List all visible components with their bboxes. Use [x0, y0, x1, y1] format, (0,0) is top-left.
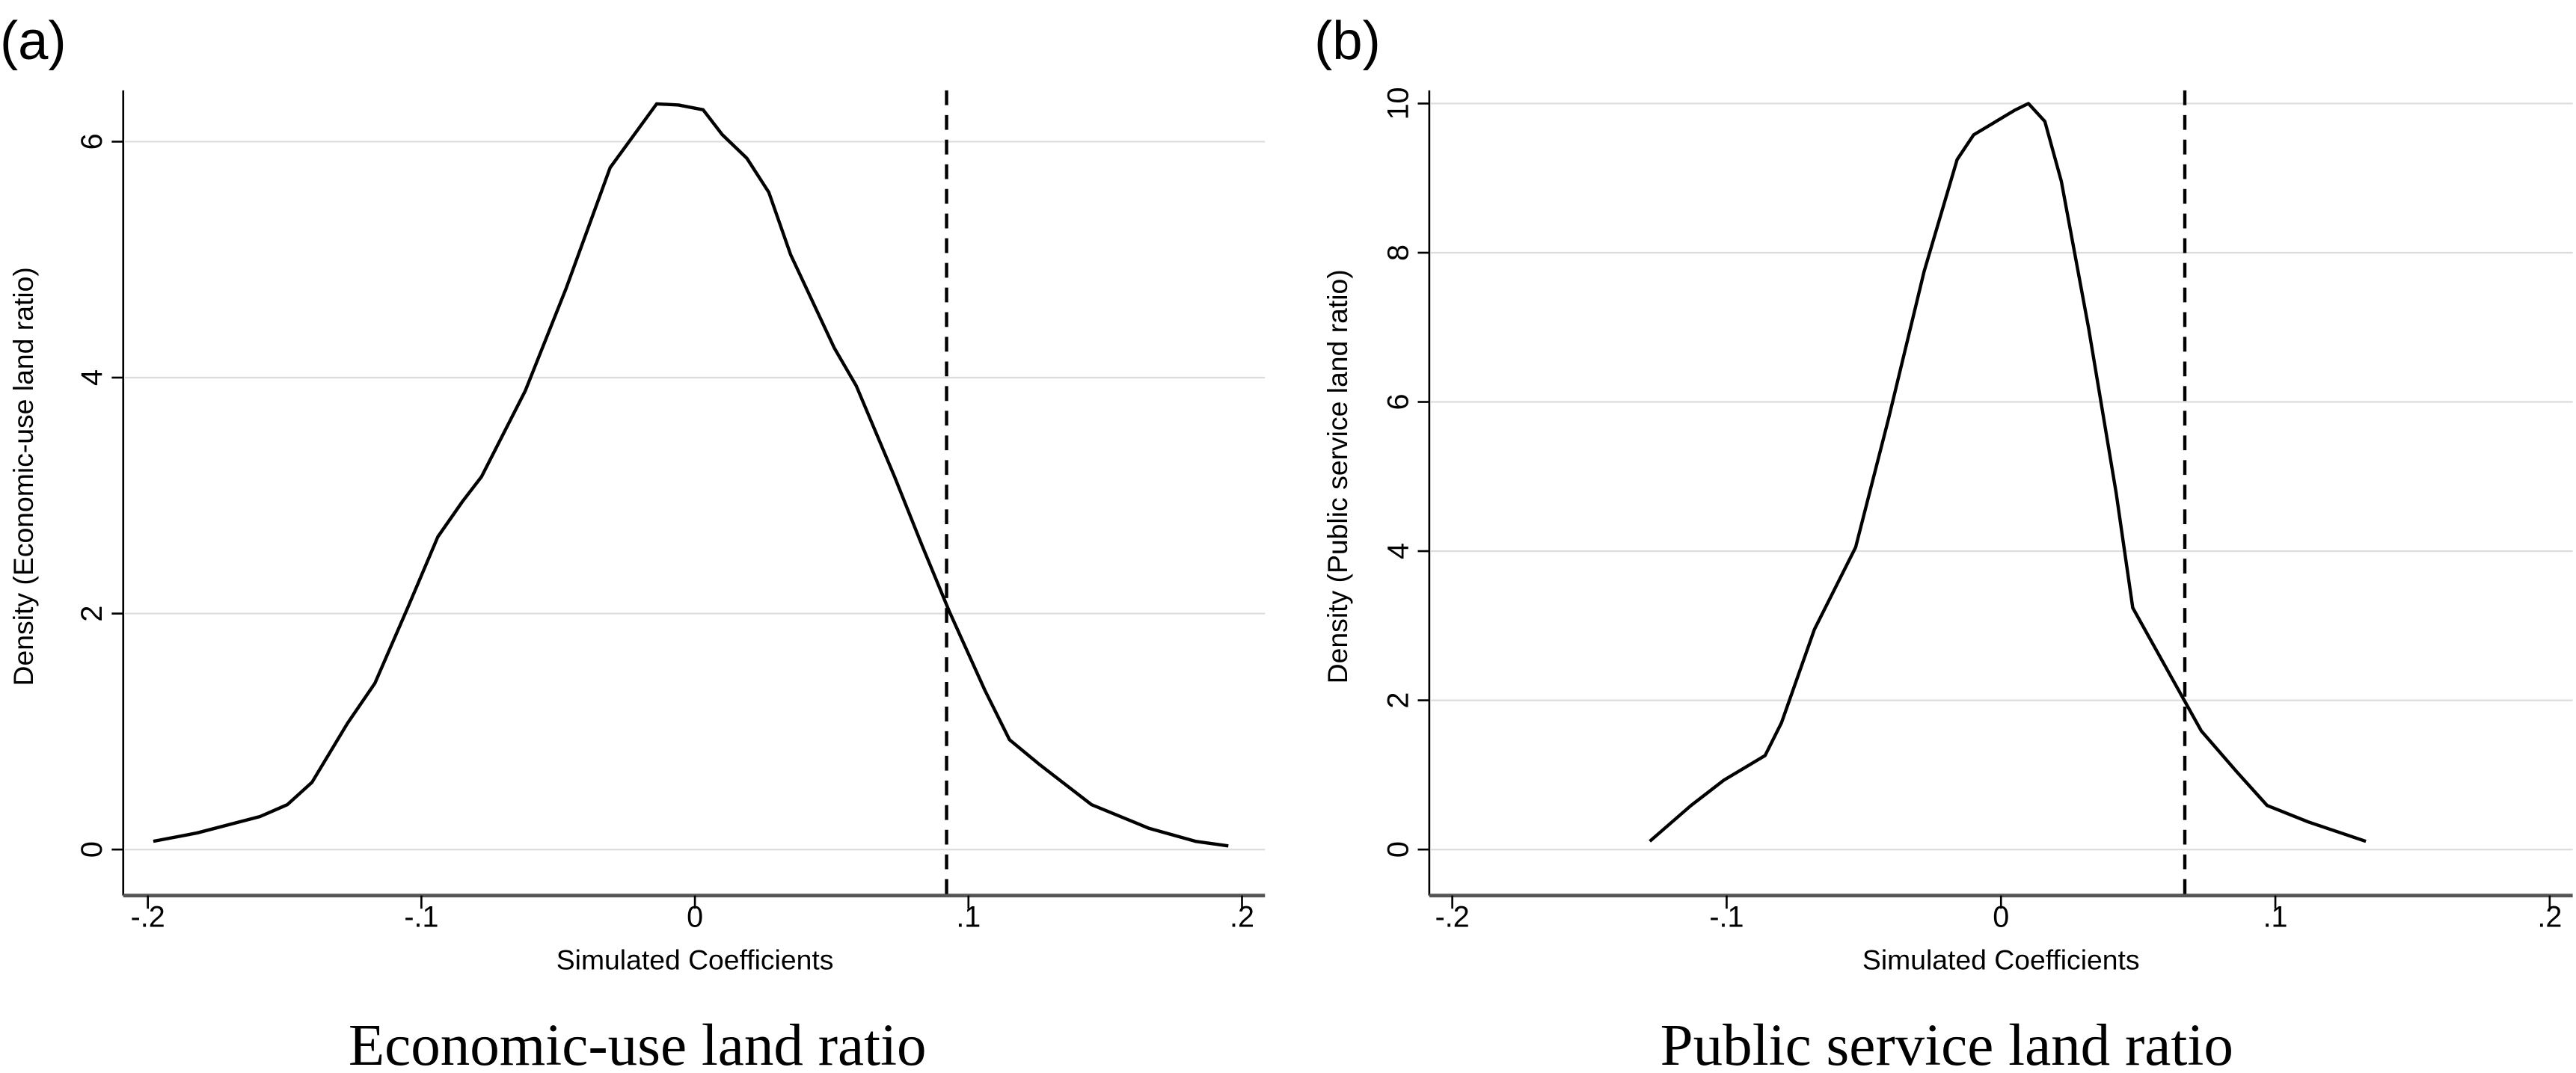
x-tick-label: -.1 [1709, 900, 1744, 933]
x-tick-label: .1 [956, 900, 981, 933]
panel-a-gridlines [124, 141, 1266, 851]
panel-b-label: (b) [1314, 10, 1381, 71]
x-tick-label: .1 [2263, 900, 2288, 933]
x-tick-label: 0 [687, 900, 703, 933]
panel-b-y-ticks: 0 2 4 6 8 10 [1381, 87, 1429, 858]
x-tick-label: .2 [2537, 900, 2562, 933]
panel-a-x-axis-title: Simulated Coefficients [556, 944, 834, 976]
panel-b-y-axis-title: Density (Public service land ratio) [1322, 269, 1353, 683]
y-tick-label: 0 [76, 841, 108, 858]
y-tick-label: 4 [1381, 543, 1414, 559]
panel-a: (a) 0 2 4 6 -.2 -.1 0 .1 .2 Simulated Coefficie… [0, 10, 1266, 1073]
x-tick-label: .2 [1230, 900, 1254, 933]
panel-b-x-ticks: -.2 -.1 0 .1 .2 [1435, 895, 2562, 933]
x-tick-label: -.2 [131, 900, 165, 933]
y-tick-label: 6 [1381, 394, 1414, 411]
panel-a-y-ticks: 0 2 4 6 [76, 133, 123, 858]
panel-b-gridlines [1431, 102, 2573, 851]
panel-a-y-axis-title: Density (Economic-use land ratio) [7, 267, 39, 686]
x-tick-label: 0 [1993, 900, 2009, 933]
panel-a-x-ticks: -.2 -.1 0 .1 .2 [131, 895, 1254, 933]
y-tick-label: 2 [1381, 692, 1414, 709]
panel-a-caption: Economic-use land ratio [349, 1013, 927, 1073]
y-tick-label: 2 [76, 606, 108, 622]
panel-b: (b) 0 2 4 6 8 10 -.2 -.1 0 .1 .2 Simulated Coeffi… [1314, 10, 2573, 1073]
y-tick-label: 0 [1381, 841, 1414, 858]
x-tick-label: -.1 [404, 900, 438, 933]
y-tick-label: 8 [1381, 245, 1414, 261]
y-tick-label: 4 [76, 369, 108, 386]
panel-b-density-curve [1649, 102, 2367, 843]
y-tick-label: 10 [1381, 87, 1414, 120]
y-tick-label: 6 [76, 133, 108, 150]
panel-b-x-axis-title: Simulated Coefficients [1862, 944, 2140, 976]
x-tick-label: -.2 [1435, 900, 1470, 933]
panel-b-caption: Public service land ratio [1660, 1013, 2233, 1073]
panel-a-density-curve [153, 102, 1229, 848]
panel-a-label: (a) [0, 10, 67, 71]
